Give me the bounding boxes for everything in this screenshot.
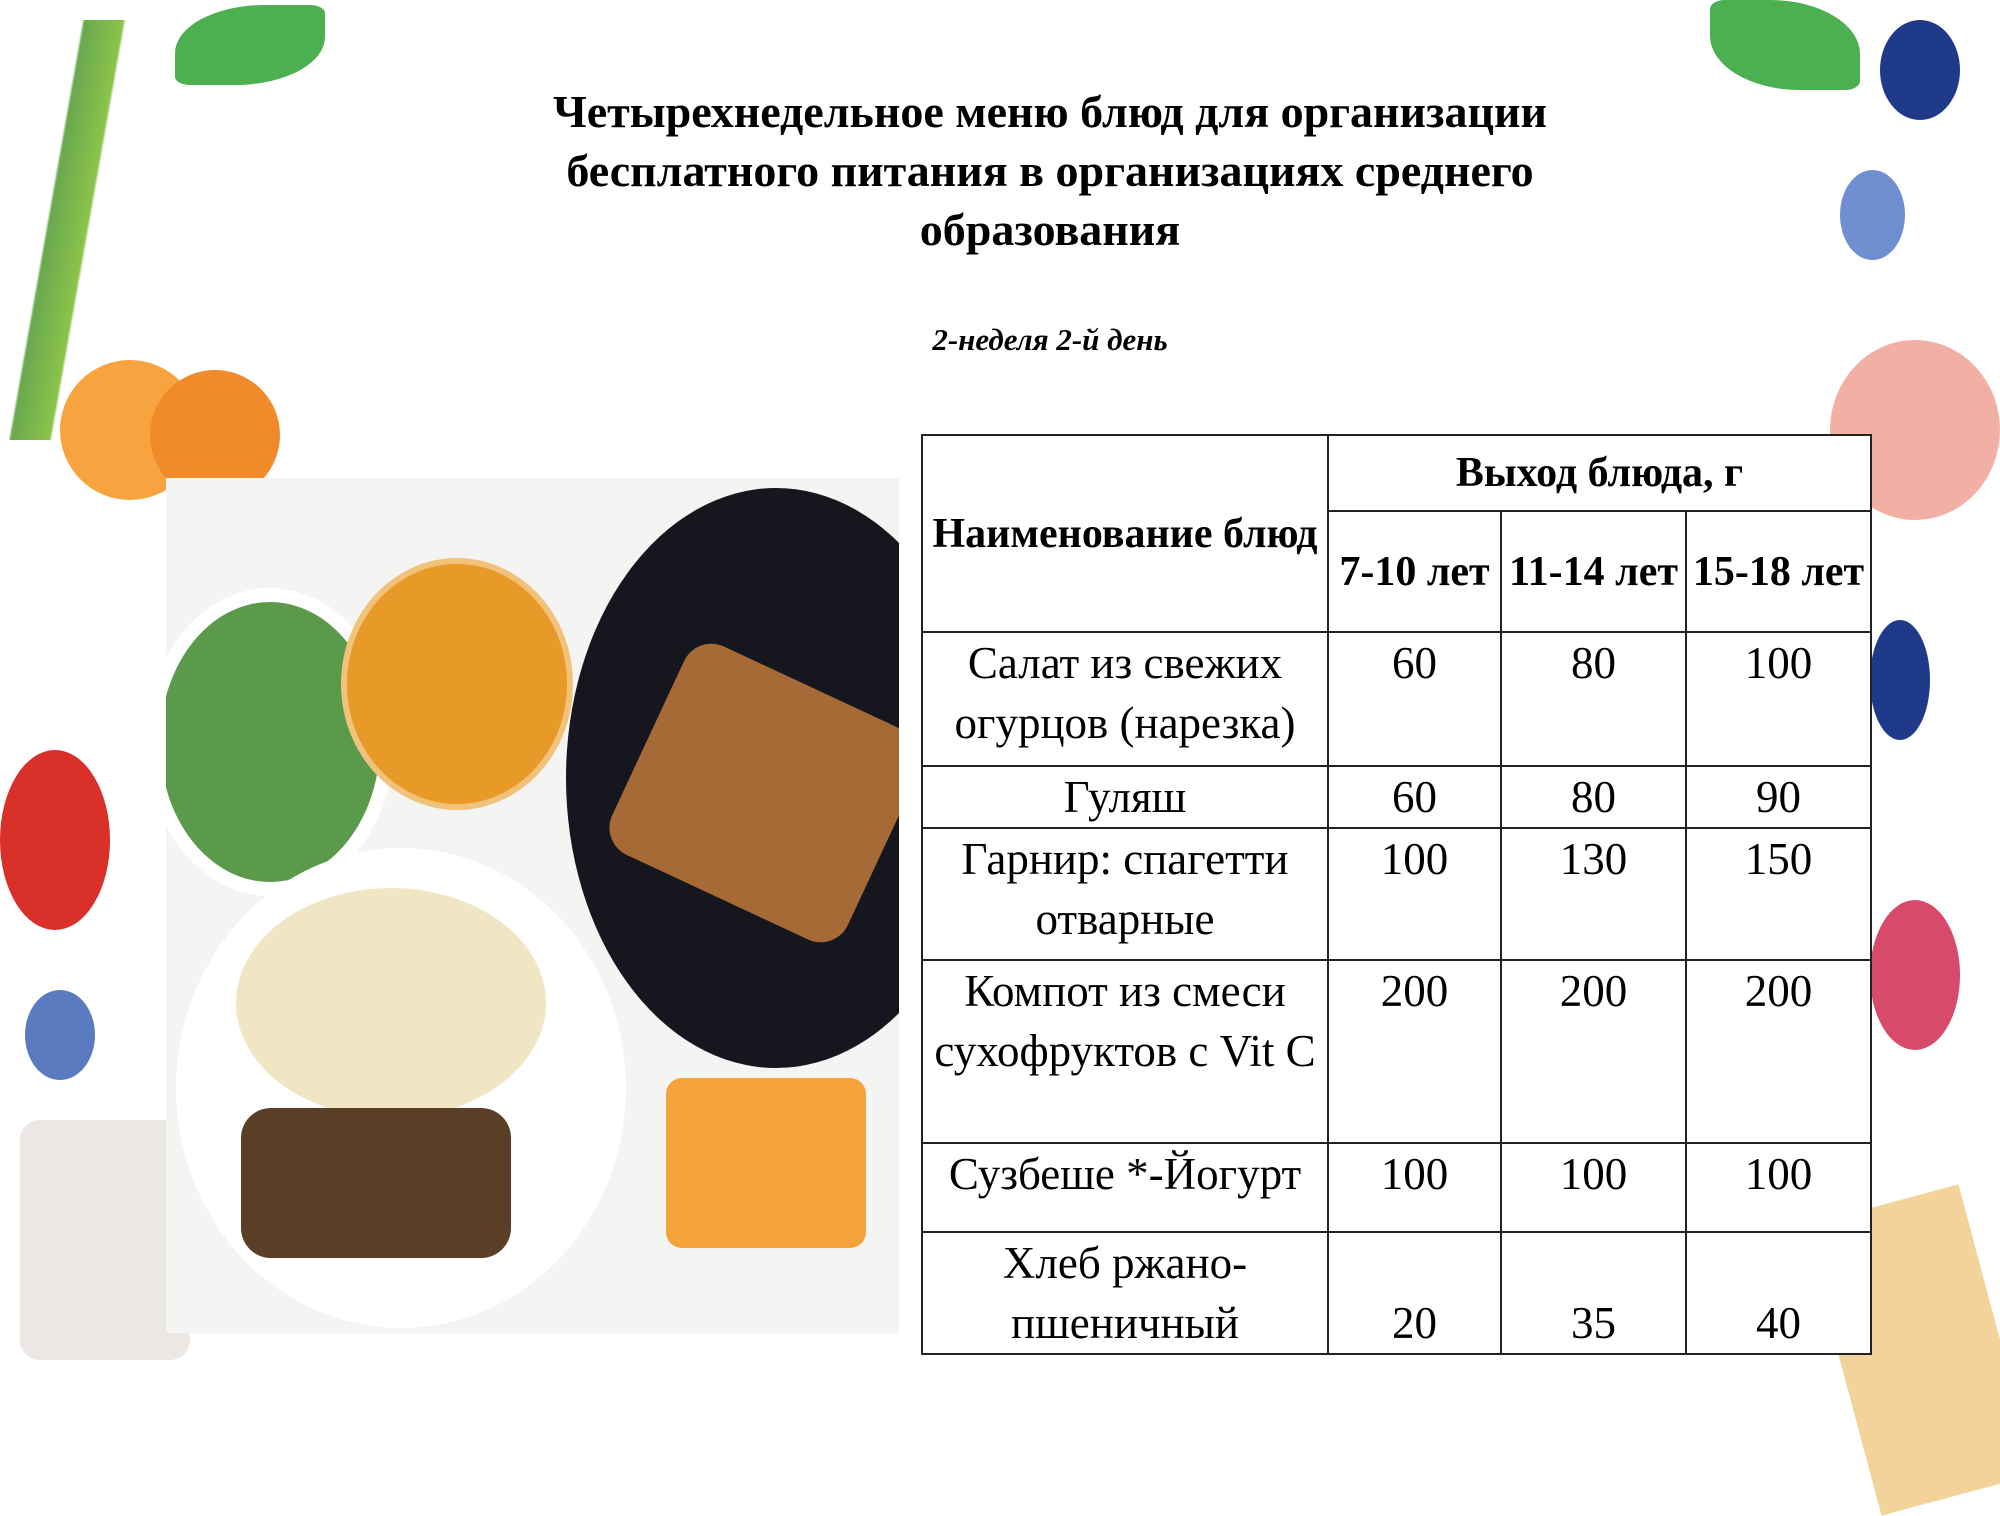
decorative-leaf: [1710, 0, 1860, 90]
yield-value: 100: [1685, 631, 1872, 767]
yield-value: 40: [1685, 1231, 1872, 1355]
yield-value: 100: [1327, 827, 1502, 961]
yield-value: 100: [1685, 1142, 1872, 1233]
meal-photo: [166, 478, 899, 1333]
header-age-7-10: 7-10 лет: [1327, 510, 1502, 633]
header-age-11-14: 11-14 лет: [1500, 510, 1687, 633]
decorative-blueberry: [25, 990, 95, 1080]
yield-value: 150: [1685, 827, 1872, 961]
yield-value: 200: [1685, 959, 1872, 1144]
decorative-leaf: [175, 5, 325, 85]
yield-value: 100: [1327, 1142, 1502, 1233]
yield-value: 60: [1327, 631, 1502, 767]
table-row: Компот из смеси сухофруктов с Vit C 200 …: [921, 959, 1872, 1144]
decorative-blueberry: [1870, 620, 1930, 740]
yield-value: 35: [1500, 1231, 1687, 1355]
yogurt-cup: [666, 1078, 866, 1248]
dish-name: Сузбеше *-Йогурт: [921, 1142, 1329, 1233]
goulash: [241, 1108, 511, 1258]
table-row: Гарнир: спагетти отварные 100 130 150: [921, 827, 1872, 961]
yield-value: 200: [1500, 959, 1687, 1144]
dish-name: Гуляш: [921, 765, 1329, 829]
header-age-15-18: 15-18 лет: [1685, 510, 1872, 633]
yield-value: 60: [1327, 765, 1502, 829]
yield-value: 130: [1500, 827, 1687, 961]
menu-table: Наименование блюд Выход блюда, г 7-10 ле…: [921, 434, 1872, 1355]
yield-value: 80: [1500, 765, 1687, 829]
table-row: Салат из свежих огурцов (нарезка) 60 80 …: [921, 631, 1872, 767]
decorative-raspberry: [1870, 900, 1960, 1050]
header-dish-name: Наименование блюд: [921, 434, 1329, 633]
dish-name: Гарнир: спагетти отварные: [921, 827, 1329, 961]
page-subtitle: 2-неделя 2-й день: [932, 322, 1168, 357]
dish-name: Компот из смеси сухофруктов с Vit C: [921, 959, 1329, 1144]
header-yield: Выход блюда, г: [1327, 434, 1872, 512]
table-row: Хлеб ржано-пшеничный 20 35 40: [921, 1231, 1872, 1355]
yield-value: 200: [1327, 959, 1502, 1144]
decorative-blueberry: [1880, 20, 1960, 120]
yield-value: 100: [1500, 1142, 1687, 1233]
dish-name: Салат из свежих огурцов (нарезка): [921, 631, 1329, 767]
dish-name: Хлеб ржано-пшеничный: [921, 1231, 1329, 1355]
decorative-blueberry: [1840, 170, 1905, 260]
table-row: Сузбеше *-Йогурт 100 100 100: [921, 1142, 1872, 1233]
compote-glass: [341, 558, 573, 810]
yield-value: 20: [1327, 1231, 1502, 1355]
page-title: Четырехнедельное меню блюд для организац…: [552, 86, 1548, 255]
table-age-row: 7-10 лет 11-14 лет 15-18 лет: [922, 510, 1872, 633]
decorative-dessert-cup: [20, 1120, 190, 1360]
table-header-row: Наименование блюд Выход блюда, г: [921, 434, 1872, 633]
yield-value: 90: [1685, 765, 1872, 829]
spaghetti: [236, 888, 546, 1118]
yield-value: 80: [1500, 631, 1687, 767]
table-row: Гуляш 60 80 90: [921, 765, 1872, 829]
decorative-tomato: [0, 750, 110, 930]
